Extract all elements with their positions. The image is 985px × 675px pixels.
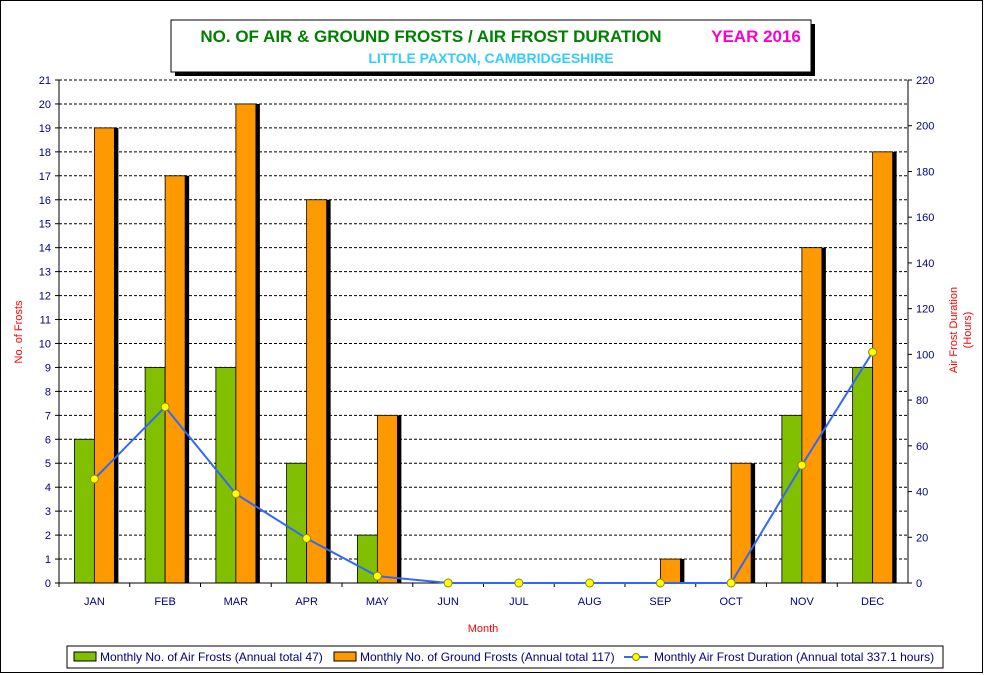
y-tick-label: 1 — [45, 554, 51, 566]
y-tick-label: 2 — [45, 530, 51, 542]
chart-title: NO. OF AIR & GROUND FROSTS / AIR FROST D… — [200, 27, 661, 46]
bar-ground-frosts — [164, 175, 186, 584]
y-tick-label: 12 — [39, 291, 51, 303]
bar-ground-frosts — [306, 199, 328, 584]
legend-swatch-duration-marker — [632, 653, 640, 661]
duration-point — [868, 347, 878, 357]
x-axis-title: Month — [468, 623, 499, 635]
bar-ground-frosts — [93, 127, 115, 584]
x-tick-label: APR — [295, 596, 318, 608]
y2-tick-label: 160 — [916, 212, 934, 224]
y-tick-label: 14 — [39, 243, 51, 255]
title-box: NO. OF AIR & GROUND FROSTS / AIR FROST D… — [170, 19, 815, 76]
x-tick-label: JUL — [509, 596, 529, 608]
y-tick-label: 16 — [39, 195, 51, 207]
y2-tick-label: 40 — [916, 487, 928, 499]
y2-axis-title-line2: (Hours) — [962, 312, 974, 349]
legend-label-air-frosts: Monthly No. of Air Frosts (Annual total … — [100, 650, 323, 664]
legend-label-ground-frosts: Monthly No. of Ground Frosts (Annual tot… — [360, 650, 615, 664]
y2-tick-label: 60 — [916, 441, 928, 453]
x-tick-label: OCT — [720, 596, 744, 608]
gridlines — [59, 79, 908, 560]
y-tick-label: 11 — [40, 315, 51, 327]
bar-ground-frosts — [659, 558, 681, 584]
x-tick-label: DEC — [861, 596, 884, 608]
y-tick-label: 18 — [39, 147, 51, 159]
y-tick-label: 5 — [45, 458, 51, 470]
y2-tick-label: 220 — [916, 75, 934, 87]
y2-tick-label: 100 — [916, 349, 934, 361]
bar-air-frosts — [852, 367, 874, 584]
duration-point — [514, 578, 524, 588]
duration-point — [797, 460, 807, 470]
duration-point — [585, 578, 595, 588]
bar-ground-frosts — [235, 103, 257, 584]
bar-air-frosts — [144, 367, 166, 584]
y2-axis-title-line1: Air Frost Duration — [948, 287, 960, 373]
y-tick-label: 7 — [45, 410, 51, 422]
x-tick-label: JAN — [84, 596, 105, 608]
y-tick-label: 10 — [39, 338, 51, 350]
x-tick-label: MAR — [224, 596, 249, 608]
air-frost-duration-line — [89, 347, 878, 588]
chart-subtitle: LITTLE PAXTON, CAMBRIDGESHIRE — [368, 50, 613, 66]
duration-point — [302, 533, 312, 543]
y-tick-label: 17 — [39, 171, 51, 183]
y2-tick-label: 80 — [916, 395, 928, 407]
x-tick-label: FEB — [154, 596, 175, 608]
x-tick-label: MAY — [366, 596, 390, 608]
y-tick-label: 20 — [39, 99, 51, 111]
y2-tick-label: 180 — [916, 166, 934, 178]
duration-point — [443, 578, 453, 588]
legend-swatch-air-frosts — [73, 651, 97, 662]
y-axis-title: No. of Frosts — [13, 300, 25, 363]
legend-swatch-ground-frosts — [333, 651, 357, 662]
bar-ground-frosts — [801, 247, 823, 584]
x-tick-label: JUN — [437, 596, 458, 608]
duration-line-path — [93, 351, 874, 584]
duration-point — [372, 571, 382, 581]
legend: Monthly No. of Air Frosts (Annual total … — [66, 645, 944, 669]
y2-tick-label: 120 — [916, 304, 934, 316]
duration-point — [655, 578, 665, 588]
x-tick-label: AUG — [578, 596, 602, 608]
y2-tick-label: 200 — [916, 121, 934, 133]
y-tick-label: 15 — [39, 219, 51, 231]
y-tick-label: 6 — [45, 434, 51, 446]
bar-air-frosts — [286, 462, 308, 584]
x-tick-label: NOV — [790, 596, 815, 608]
y-tick-label: 9 — [45, 362, 51, 374]
y2-tick-label: 0 — [916, 578, 922, 590]
y-tick-label: 3 — [45, 506, 51, 518]
bar-air-frosts — [215, 367, 237, 584]
y-tick-label: 4 — [45, 482, 51, 494]
duration-point — [726, 578, 736, 588]
bar-ground-frosts — [872, 151, 894, 584]
y-tick-label: 8 — [45, 386, 51, 398]
x-tick-label: SEP — [649, 596, 671, 608]
bar-air-frosts — [73, 438, 95, 584]
duration-point — [160, 402, 170, 412]
y2-tick-label: 20 — [916, 532, 928, 544]
y-tick-label: 19 — [39, 123, 51, 135]
legend-label-duration: Monthly Air Frost Duration (Annual total… — [654, 650, 934, 664]
y-tick-label: 13 — [39, 267, 51, 279]
duration-point — [89, 474, 99, 484]
y-tick-label: 0 — [45, 578, 51, 590]
duration-point — [231, 489, 241, 499]
right-axis-ticks: 0 20 40 60 80 100 120 140 160 180 200 220 — [908, 75, 934, 590]
bar-air-frosts — [781, 414, 803, 584]
bar-ground-frosts — [376, 414, 398, 584]
y2-tick-label: 140 — [916, 258, 934, 270]
y-tick-label: 21 — [39, 75, 51, 87]
chart-title-year: YEAR 2016 — [711, 27, 801, 46]
bars — [73, 103, 897, 584]
category-labels: JAN FEB MAR APR MAY JUN JUL AUG SEP OCT NOV DEC — [58, 583, 884, 608]
